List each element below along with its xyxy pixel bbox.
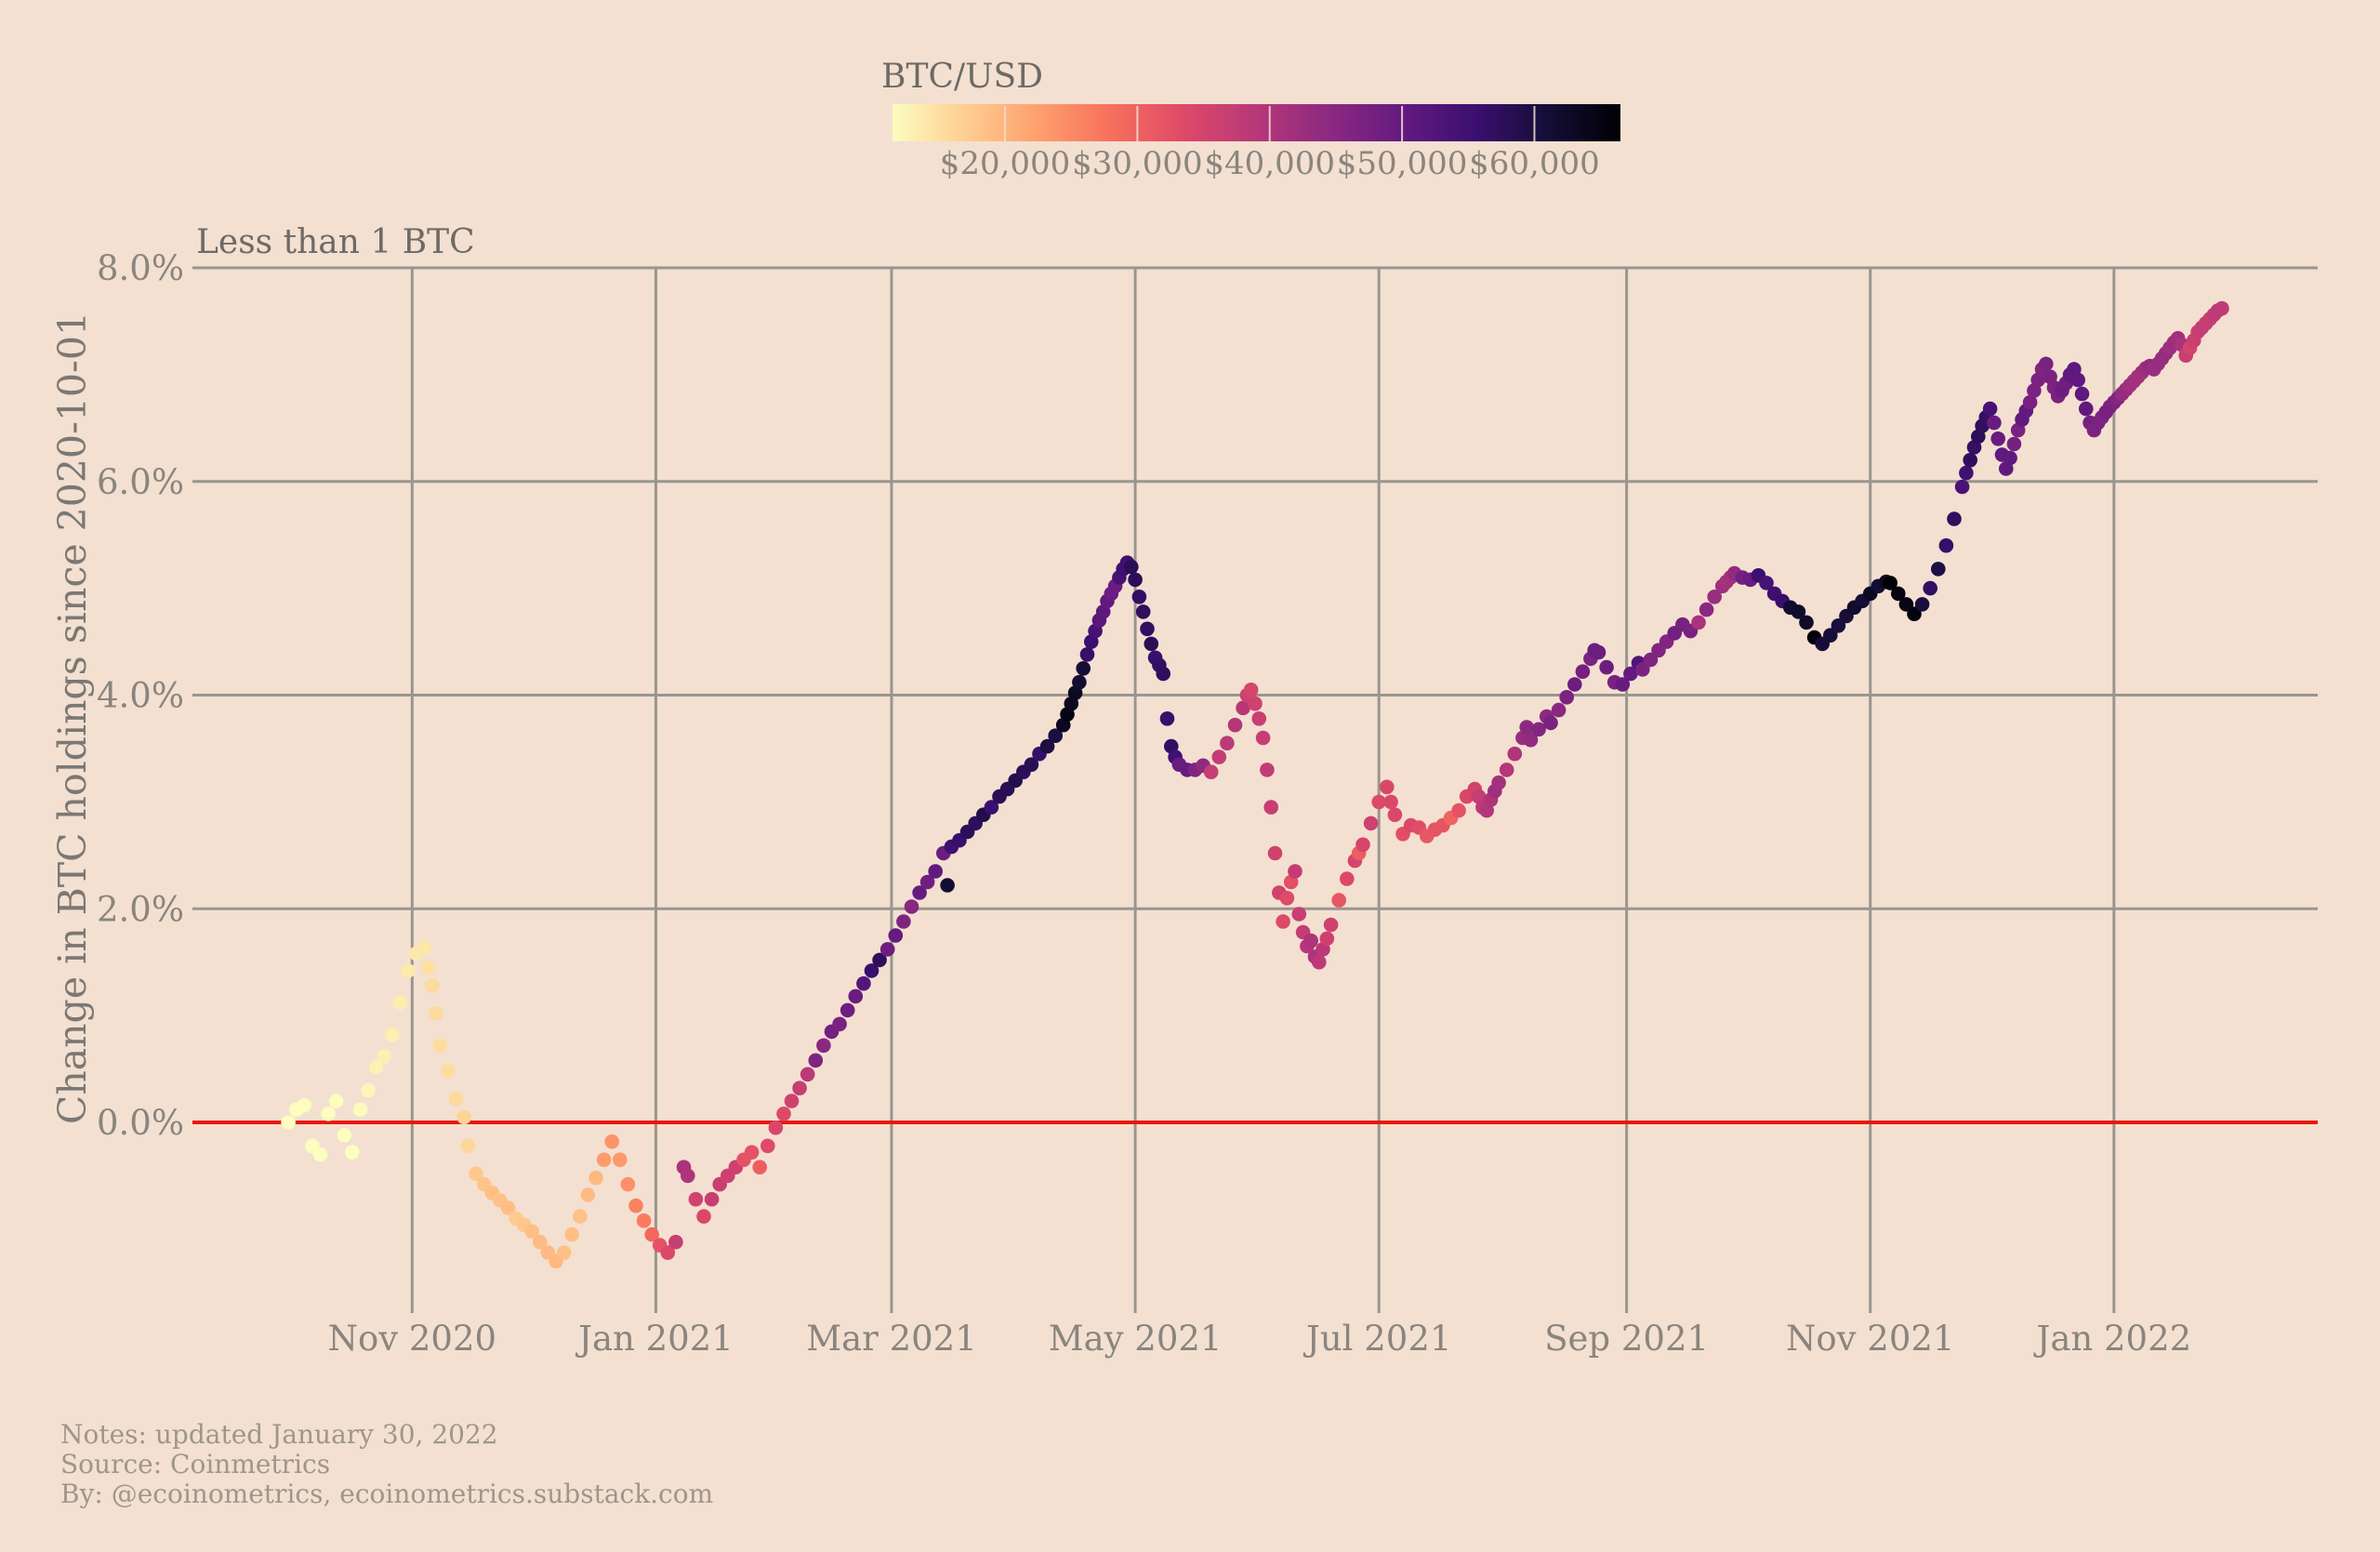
y-tick-label: 8.0%	[97, 248, 184, 288]
y-axis-title: Change in BTC holdings since 2020-10-01	[50, 312, 95, 1124]
x-tick-label: May 2021	[1049, 1319, 1223, 1359]
y-tick-label: 6.0%	[97, 462, 184, 502]
colorbar-tick-label: $40,000	[1204, 145, 1335, 182]
y-tick-label: 4.0%	[97, 676, 184, 716]
notes-line-3: By: @ecoinometrics, ecoinometrics.substa…	[60, 1479, 713, 1509]
notes-line-1: Notes: updated January 30, 2022	[60, 1419, 498, 1450]
y-tick-label: 0.0%	[97, 1103, 184, 1143]
x-tick-label: Nov 2021	[1786, 1319, 1954, 1359]
x-tick-label: Sep 2021	[1544, 1319, 1709, 1359]
x-tick-label: Jan 2022	[2033, 1319, 2192, 1359]
plot-title: Less than 1 BTC	[196, 223, 475, 261]
x-tick-label: Mar 2021	[806, 1319, 977, 1359]
colorbar-tick-label: $60,000	[1469, 145, 1600, 182]
x-tick-label: Jul 2021	[1302, 1319, 1451, 1359]
x-axis-labels: Nov 2020 Jan 2021 Mar 2021 May 2021 Jul 2021…	[328, 1319, 2192, 1359]
y-axis-labels: 8.0% 6.0% 4.0% 2.0% 0.0%	[97, 248, 184, 1143]
gridlines	[192, 266, 2318, 1313]
scatter-points	[281, 300, 2229, 1269]
notes-line-2: Source: Coinmetrics	[60, 1449, 330, 1479]
colorbar: $20,000 $30,000 $40,000 $50,000 $60,000	[892, 104, 1620, 182]
colorbar-tick-label: $20,000	[940, 145, 1071, 182]
y-tick-label: 2.0%	[97, 889, 184, 929]
x-tick-label: Jan 2021	[575, 1319, 734, 1359]
colorbar-tick-label: $50,000	[1337, 145, 1468, 182]
colorbar-tick-label: $30,000	[1072, 145, 1203, 182]
x-tick-label: Nov 2020	[328, 1319, 496, 1359]
colorbar-title: BTC/USD	[881, 58, 1043, 96]
